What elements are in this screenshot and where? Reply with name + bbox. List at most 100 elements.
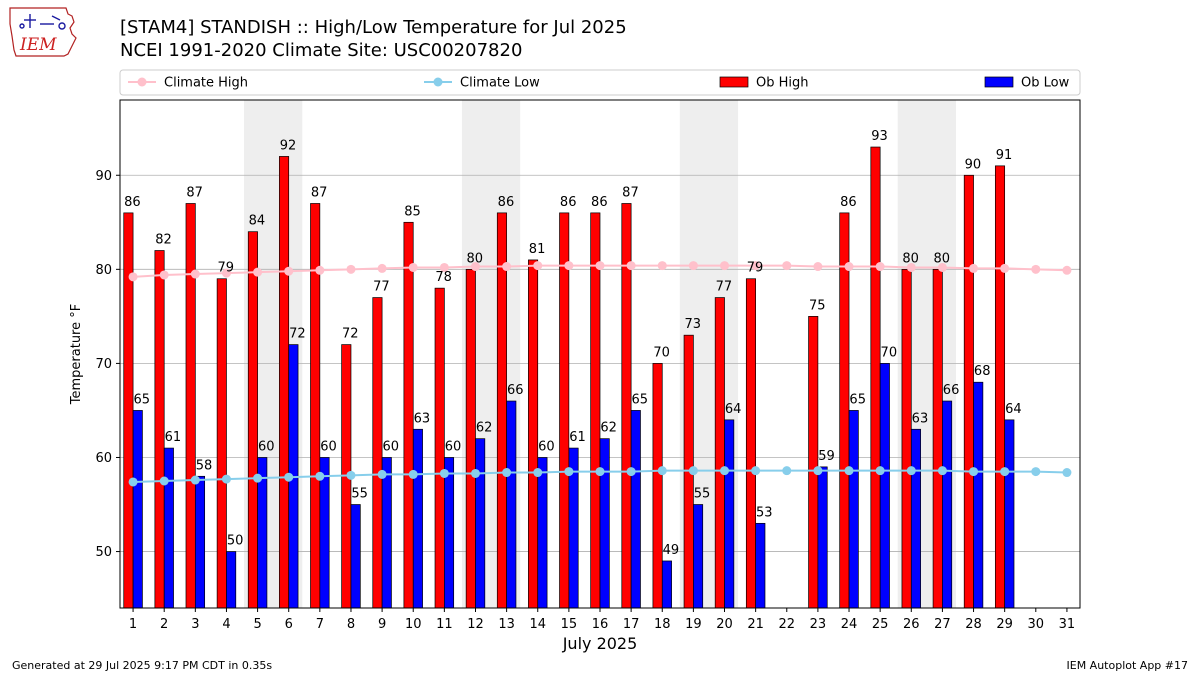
ob-high-label: 79 [218,261,235,276]
ob-low-bar [755,522,766,609]
x-tick-label: 10 [405,617,422,632]
climate-high-point [533,261,543,271]
ob-high-bar [403,221,414,609]
ob-low-bar [194,475,206,609]
climate-low-point [1000,467,1010,477]
grid-lines [120,174,1080,552]
ob-low-bar [381,457,392,609]
ob-high-bar [808,316,819,609]
ob-low-bar [350,504,361,609]
legend-label: Ob High [756,76,809,91]
logo-text: IEM [19,35,57,55]
x-tick-label: 31 [1059,617,1076,632]
ob-low-label: 65 [849,392,866,407]
climate-high-point [470,262,480,272]
weekend-band [244,100,303,608]
climate-high-point [969,263,979,273]
ob-high-label: 81 [529,242,546,257]
climate-low-point [1031,467,1041,477]
ob-low-label: 58 [196,458,213,473]
x-tick-label: 27 [934,617,951,632]
climate-high-point [190,269,200,279]
ob-low-label: 63 [912,411,929,426]
x-axis-label: July 2025 [562,634,638,653]
ob-low-label: 59 [818,449,835,464]
ob-high-label: 77 [373,280,390,295]
ob-low-bar [444,457,455,609]
x-tick-label: 9 [378,617,386,632]
climate-low-line [133,469,1067,483]
climate-low-point [377,469,387,479]
ob-low-label: 61 [165,430,182,445]
climate-high-point [408,262,418,272]
ob-low-label: 65 [632,392,649,407]
y-axis-label: Temperature °F [69,304,84,405]
legend-label: Climate High [164,76,248,91]
climate-low-point [190,475,200,485]
x-tick-label: 26 [903,617,920,632]
climate-low-point [128,477,138,487]
climate-high-point [688,261,698,271]
ob-high-label: 91 [996,148,1013,163]
x-tick-label: 21 [747,617,764,632]
ob-low-bar [848,410,859,609]
climate-high-point [377,263,387,273]
x-tick-label: 8 [347,617,355,632]
climate-low-point [408,469,418,479]
ob-low-label: 60 [258,439,275,454]
climate-low-point [439,468,449,478]
climate-high-point [813,262,823,272]
climate-high-point [906,262,916,272]
ob-high-bar [154,250,165,609]
climate-high-point [315,265,325,275]
ob-high-label: 84 [249,214,266,229]
climate-low-point [969,467,979,477]
x-tick-label: 12 [467,617,484,632]
ob-low-label: 60 [538,439,555,454]
climate-high-point [937,262,947,272]
ob-high-label: 87 [311,185,328,200]
y-tick-label: 70 [95,357,112,372]
chart-title: [STAM4] STANDISH :: High/Low Temperature… [120,17,627,38]
ob-high-label: 86 [560,195,577,210]
climate-low-point [346,470,356,480]
legend-bar-swatch [719,76,749,88]
data-labels: 86 65 82 61 87 58 79 50 84 60 92 72 87 60 72 55 77 60 85 63… [124,129,1021,558]
climate-low-point [564,467,574,477]
ob-high-label: 79 [747,261,764,276]
x-tick-label: 3 [191,617,199,632]
ob-low-bar [879,363,890,609]
climate-low-point [502,468,512,478]
climate-high-point [1062,265,1072,275]
ob-low-label: 72 [289,327,306,342]
ob-low-bar [973,381,984,609]
climate-low-point [782,466,792,476]
ob-high-label: 86 [840,195,857,210]
ob-low-bar [132,410,143,609]
plot-background [120,100,1080,608]
ob-high-label: 86 [591,195,608,210]
generated-timestamp: Generated at 29 Jul 2025 9:17 PM CDT in … [12,659,273,672]
ob-low-label: 62 [476,421,493,436]
ob-high-bar [559,212,570,609]
ob-low-label: 64 [1005,402,1022,417]
ob-high-bar [994,165,1006,609]
ob-low-label: 62 [600,421,617,436]
climate-high-point [626,261,636,271]
ob-high-bar [932,268,943,609]
weekend-band [897,100,956,608]
app-credit: IEM Autoplot App #17 [1066,659,1189,672]
climate-high-point [657,261,667,271]
ob-high-bar [621,203,632,609]
ob-low-bar [599,438,610,609]
x-tick-label: 28 [965,617,982,632]
ob-high-bar [652,363,663,609]
iem-logo: IEM [9,7,77,57]
ob-high-label: 85 [404,204,421,219]
climate-high-point [346,264,356,274]
ob-low-label: 60 [320,439,337,454]
climate-low-point [751,466,761,476]
climate-low-point [813,466,823,476]
